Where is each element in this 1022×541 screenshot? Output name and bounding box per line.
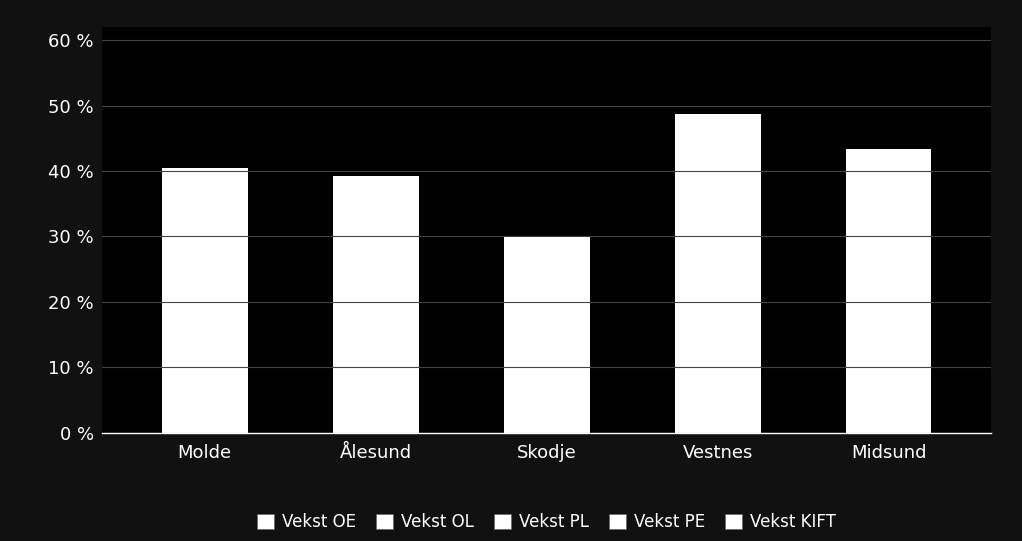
Bar xyxy=(675,114,760,433)
Bar xyxy=(504,237,590,433)
Legend: Vekst OE, Vekst OL, Vekst PL, Vekst PE, Vekst KIFT: Vekst OE, Vekst OL, Vekst PL, Vekst PE, … xyxy=(250,507,843,538)
Bar xyxy=(162,168,247,433)
Bar xyxy=(333,176,419,433)
Bar xyxy=(846,149,931,433)
